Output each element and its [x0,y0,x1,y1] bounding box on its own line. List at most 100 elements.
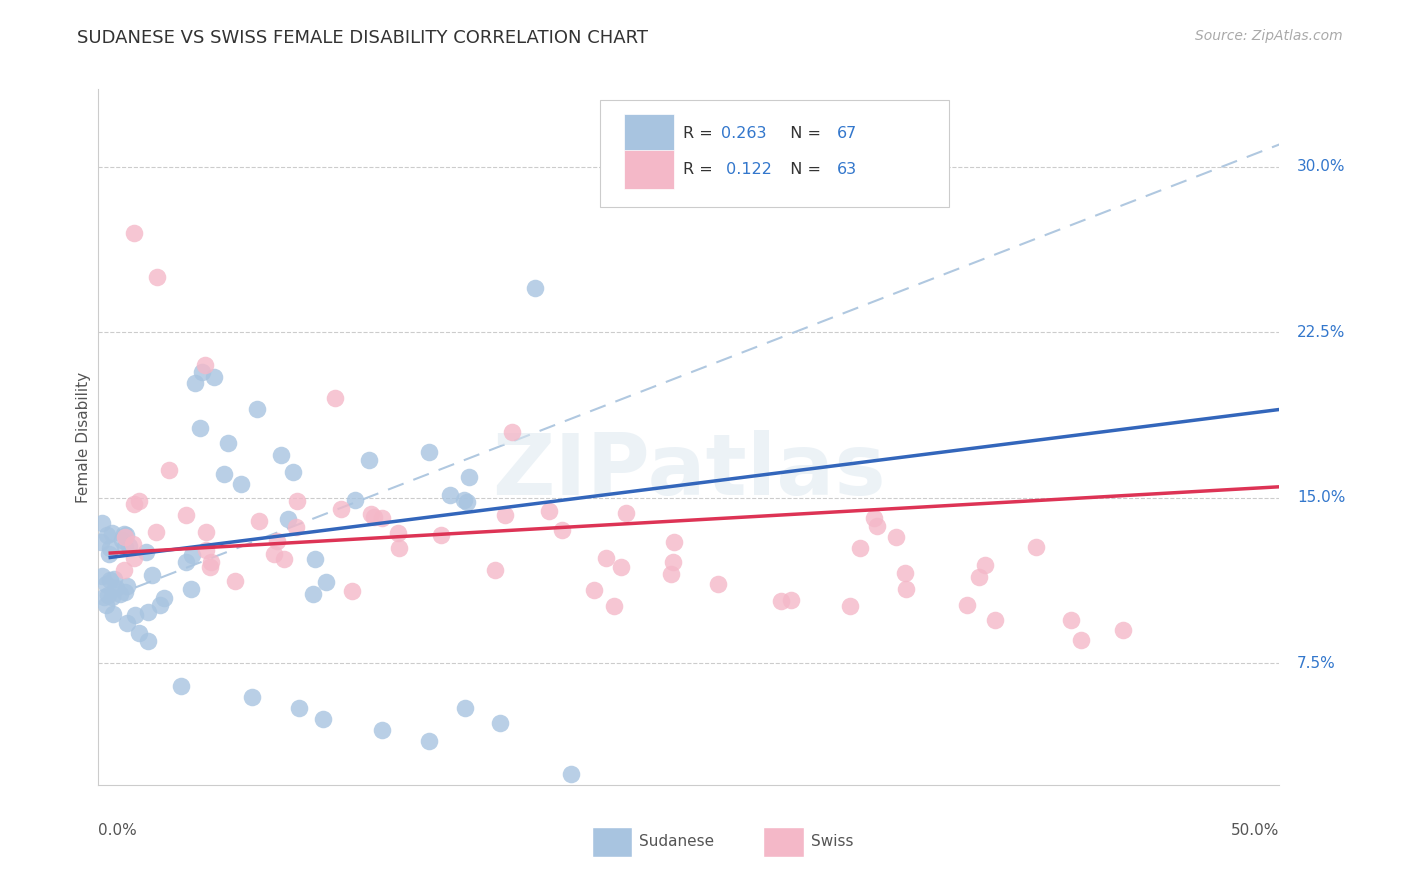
Point [97,588,120,602]
Point [1070,633,1092,648]
Point [551,523,574,537]
Point [501,425,523,439]
Point [323,392,346,406]
Point [560,767,582,781]
Point [769,594,792,608]
Point [101,591,124,605]
Point [112,563,135,577]
Text: 67: 67 [837,126,856,141]
Point [661,555,683,569]
Point [302,587,325,601]
Text: 22.5%: 22.5% [1298,325,1346,340]
Text: 0.0%: 0.0% [98,823,138,838]
Point [136,605,159,619]
Point [484,563,506,577]
Point [204,370,226,384]
Point [200,555,222,569]
Text: N =: N = [780,126,825,141]
Point [886,530,908,544]
Point [124,608,146,623]
Point [224,574,246,588]
Point [145,525,167,540]
Point [315,574,337,589]
Y-axis label: Female Disability: Female Disability [76,371,91,503]
Point [894,582,917,597]
Point [170,679,193,693]
Point [388,541,411,555]
Point [330,502,353,516]
Point [866,518,889,533]
Point [98,548,121,562]
Point [98,541,121,555]
Point [387,525,409,540]
Point [270,448,292,462]
Point [1112,623,1135,637]
Point [194,525,217,540]
Text: Source: ZipAtlas.com: Source: ZipAtlas.com [1195,29,1343,44]
Point [967,570,990,584]
Point [122,497,145,511]
Point [707,577,730,591]
Point [91,516,114,530]
Point [344,493,367,508]
Point [200,560,222,574]
FancyBboxPatch shape [592,827,633,857]
Point [105,581,128,595]
Point [453,493,475,508]
Point [115,528,138,542]
Point [108,587,131,601]
Point [128,493,150,508]
Point [180,548,202,562]
Point [524,281,547,295]
Point [537,504,560,518]
Point [91,568,114,582]
Text: 0.263: 0.263 [721,126,766,141]
Text: 63: 63 [837,161,856,177]
Point [862,510,884,524]
Point [174,555,197,569]
Point [117,579,139,593]
Point [180,582,202,597]
Point [849,541,872,555]
Point [149,598,172,612]
Point [103,572,125,586]
Point [583,582,606,597]
Text: R =: R = [683,126,718,141]
Point [100,573,122,587]
Point [494,508,516,523]
Text: Swiss: Swiss [811,834,853,849]
Point [114,530,136,544]
Point [118,539,141,553]
FancyBboxPatch shape [600,100,949,208]
Point [614,506,637,520]
Point [595,550,617,565]
Point [273,551,295,566]
Point [136,633,159,648]
Point [240,690,263,704]
Point [283,465,305,479]
Point [114,540,136,554]
Point [780,593,803,607]
Point [246,401,269,416]
Point [176,508,198,522]
Point [184,376,207,391]
Text: N =: N = [780,161,825,177]
Point [96,577,118,591]
Point [1060,613,1083,627]
Point [439,488,461,502]
Point [371,511,394,525]
Point [112,526,135,541]
Text: 30.0%: 30.0% [1298,159,1346,174]
Point [101,526,124,541]
Point [277,512,299,526]
FancyBboxPatch shape [624,150,673,189]
Point [664,534,686,549]
Point [304,552,326,566]
Point [456,495,478,509]
Point [839,599,862,613]
Text: 0.122: 0.122 [721,161,772,177]
Point [124,550,146,565]
Point [96,528,118,542]
Point [141,567,163,582]
Point [1025,540,1047,554]
